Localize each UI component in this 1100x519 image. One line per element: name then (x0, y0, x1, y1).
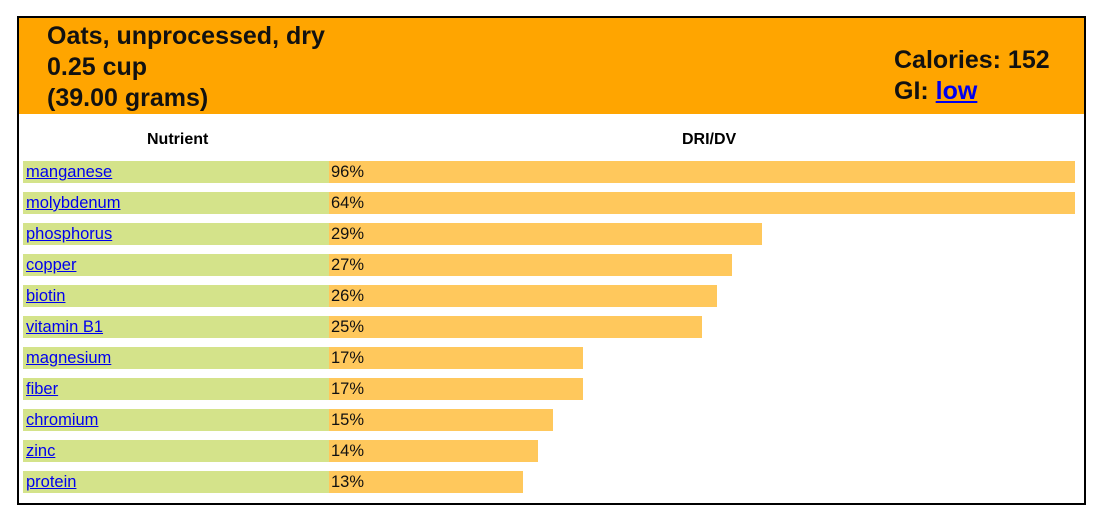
nutrient-row: vitamin B1 25% (23, 316, 1075, 338)
nutrient-row: chromium 15% (23, 409, 1075, 431)
dri-bar (329, 471, 523, 493)
nutrient-row: manganese 96% (23, 161, 1075, 183)
nutrient-link[interactable]: chromium (26, 411, 99, 429)
nutrient-label-cell: chromium (23, 409, 329, 431)
nutrient-row: biotin 26% (23, 285, 1075, 307)
calorie-info: Calories: 152 GI: low (894, 45, 1050, 107)
nutrient-row: magnesium 17% (23, 347, 1075, 369)
dri-value-label: 26% (331, 287, 365, 305)
dri-bar (329, 316, 702, 338)
dri-value-label: 25% (331, 318, 365, 336)
dri-bar (329, 223, 762, 245)
dri-bar (329, 347, 583, 369)
nutrient-rows: manganese 96% molybdenum 64% phosphorus 29% co… (19, 18, 1084, 503)
nutrient-label-cell: biotin (23, 285, 329, 307)
nutrient-row: molybdenum 64% (23, 192, 1075, 214)
dri-value-label: 13% (331, 473, 365, 491)
dri-value-label: 29% (331, 225, 365, 243)
nutrient-link[interactable]: biotin (26, 287, 66, 305)
nutrient-chart-frame: Oats, unprocessed, dry 0.25 cup (39.00 g… (17, 16, 1086, 505)
dri-value-label: 96% (331, 163, 365, 181)
dri-value-label: 27% (331, 256, 365, 274)
dri-bar (329, 378, 583, 400)
nutrient-row: zinc 14% (23, 440, 1075, 462)
nutrient-label-cell: molybdenum (23, 192, 329, 214)
dri-bar (329, 440, 538, 462)
nutrient-row: fiber 17% (23, 378, 1075, 400)
dri-value-label: 15% (331, 411, 365, 429)
nutrient-link[interactable]: molybdenum (26, 194, 121, 212)
dri-column-header: DRI/DV (682, 131, 737, 148)
dri-bar (329, 409, 553, 431)
serving-size: 0.25 cup (47, 53, 148, 81)
food-name: Oats, unprocessed, dry (47, 22, 325, 50)
nutrient-label-cell: zinc (23, 440, 329, 462)
dri-value-label: 14% (331, 442, 365, 460)
dri-bar (329, 192, 1075, 214)
dri-bar (329, 285, 717, 307)
nutrient-column-header: Nutrient (147, 131, 209, 148)
nutrient-label-cell: manganese (23, 161, 329, 183)
nutrient-row: protein 13% (23, 471, 1075, 493)
nutrient-link[interactable]: vitamin B1 (26, 318, 104, 336)
nutrient-link[interactable]: zinc (26, 442, 56, 460)
nutrient-link[interactable]: phosphorus (26, 225, 113, 243)
nutrient-row: phosphorus 29% (23, 223, 1075, 245)
nutrient-label-cell: copper (23, 254, 329, 276)
dri-value-label: 64% (331, 194, 365, 212)
nutrient-label-cell: magnesium (23, 347, 329, 369)
food-header: Oats, unprocessed, dry 0.25 cup (39.00 g… (19, 18, 1084, 114)
gi-link[interactable]: low (935, 77, 978, 105)
dri-bar (329, 254, 732, 276)
nutrient-row: copper 27% (23, 254, 1075, 276)
nutrient-label-cell: fiber (23, 378, 329, 400)
nutrient-link[interactable]: copper (26, 256, 77, 274)
gi-prefix: GI: (894, 77, 936, 105)
gi-line: GI: low (894, 76, 1050, 107)
nutrient-label-cell: vitamin B1 (23, 316, 329, 338)
dri-value-label: 17% (331, 349, 365, 367)
serving-grams: (39.00 grams) (47, 84, 209, 112)
calories-label: Calories: 152 (894, 46, 1050, 74)
nutrient-link[interactable]: fiber (26, 380, 59, 398)
food-title: Oats, unprocessed, dry 0.25 cup (39.00 g… (47, 21, 325, 114)
dri-bar (329, 161, 1075, 183)
nutrient-link[interactable]: protein (26, 473, 77, 491)
nutrient-label-cell: phosphorus (23, 223, 329, 245)
nutrient-link[interactable]: magnesium (26, 349, 112, 367)
nutrient-link[interactable]: manganese (26, 163, 113, 181)
dri-value-label: 17% (331, 380, 365, 398)
nutrient-label-cell: protein (23, 471, 329, 493)
